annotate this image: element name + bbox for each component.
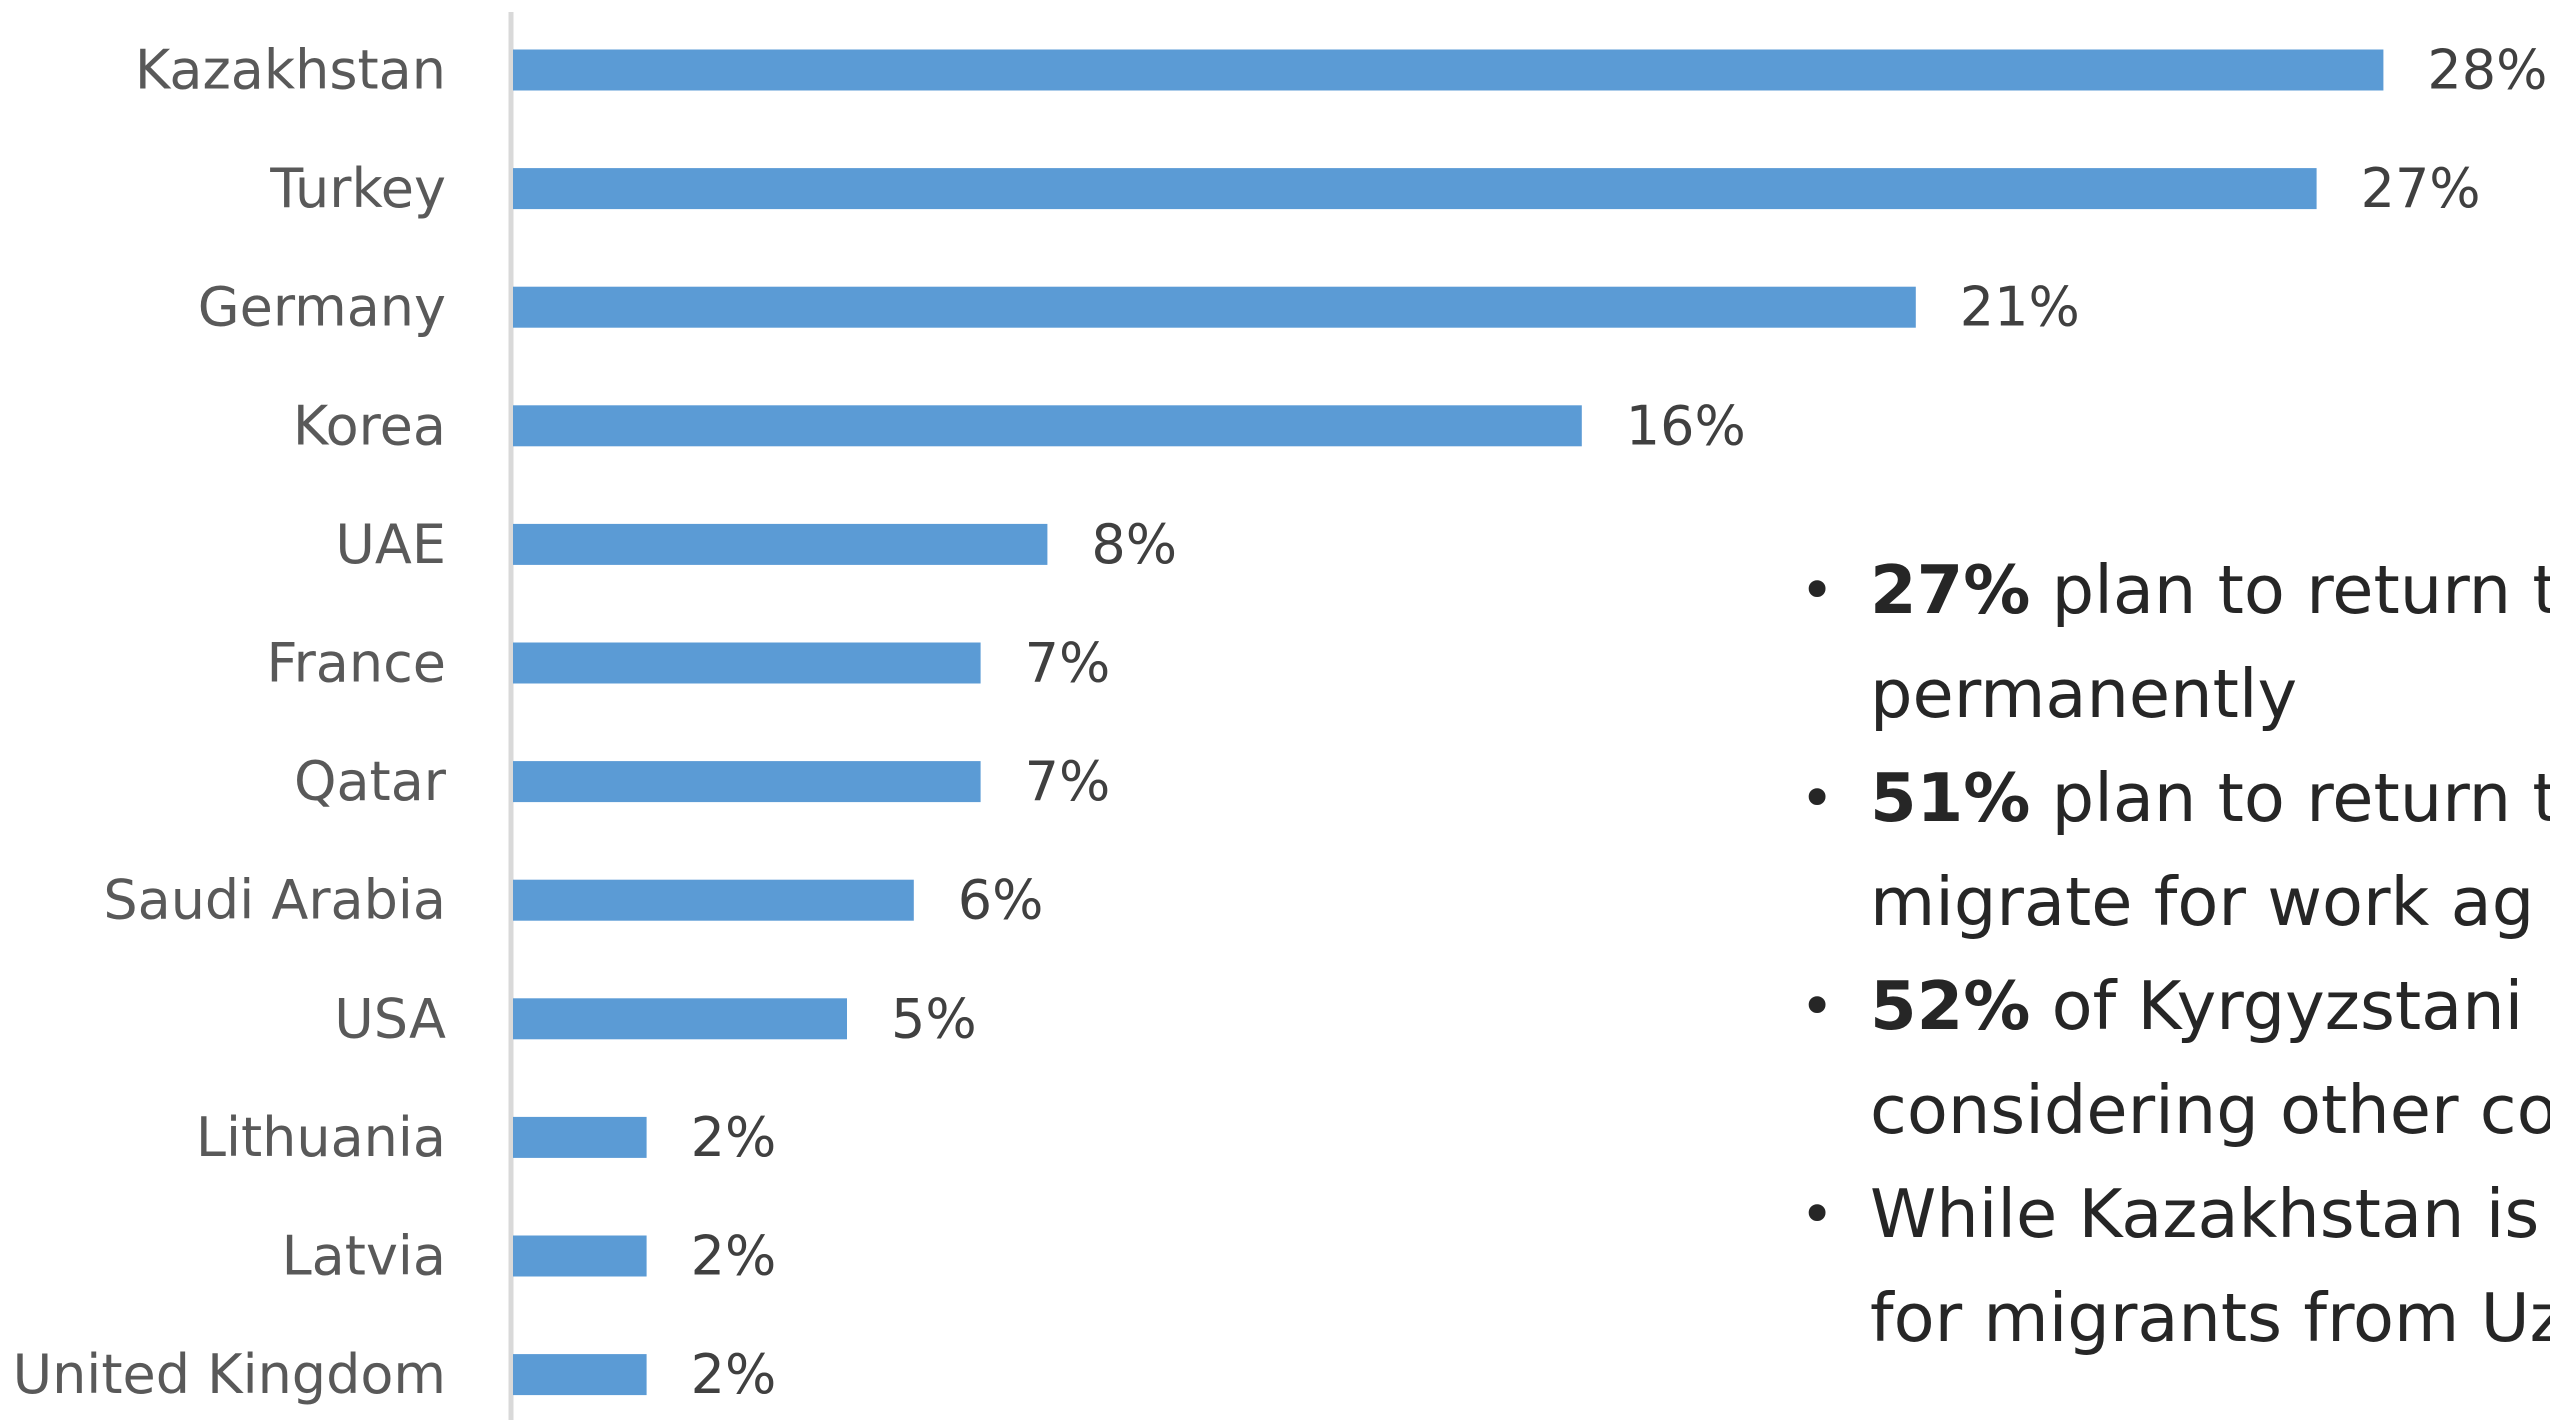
bars [513, 49, 2384, 1396]
bullet-item: 27% plan to return t permanently [1800, 538, 2550, 746]
bar [513, 998, 847, 1040]
bar [513, 286, 1916, 328]
category-label: Qatar [294, 750, 447, 813]
bullet-continuation: considering other co [1870, 1071, 2550, 1149]
value-label: 7% [1025, 632, 1111, 695]
value-label: 2% [691, 1343, 777, 1406]
bullet-highlight: 51% [1870, 759, 2031, 837]
value-label: 7% [1025, 750, 1111, 813]
category-label: Korea [293, 394, 446, 457]
bullet-item: 52% of Kyrgyzstani considering other co [1800, 954, 2550, 1162]
bullet-text: of Kyrgyzstani [2030, 967, 2524, 1045]
category-label: United Kingdom [13, 1343, 446, 1406]
bullet-text: plan to return t [2030, 551, 2550, 629]
category-label: UAE [335, 513, 446, 576]
bar [513, 1354, 647, 1396]
bar [513, 168, 2317, 210]
value-label: 6% [958, 869, 1044, 932]
value-label: 8% [1091, 513, 1177, 576]
category-labels: Kazakhstan Turkey Germany Korea UAE France Qat… [13, 39, 447, 1407]
bar [513, 642, 981, 684]
bullet-continuation: permanently [1870, 655, 2298, 733]
value-label: 16% [1626, 394, 1746, 457]
bar [513, 761, 981, 803]
bullet-text: While Kazakhstan is [1870, 1175, 2540, 1253]
bullet-item: 51% plan to return t migrate for work ag [1800, 746, 2550, 954]
bar [513, 523, 1048, 565]
category-label: Kazakhstan [135, 39, 446, 102]
value-labels: 28% 27% 21% 16% 8% 7% 7% 6% 5% 2% 2% 2% [691, 39, 2548, 1407]
value-label: 27% [2361, 157, 2481, 220]
key-findings-list: 27% plan to return t permanently 51% pla… [1800, 538, 2550, 1370]
category-label: Germany [198, 276, 446, 339]
category-label: Saudi Arabia [103, 869, 446, 932]
bar [513, 1116, 647, 1158]
category-label: France [266, 632, 446, 695]
value-label: 5% [891, 987, 977, 1050]
bullet-highlight: 27% [1870, 551, 2031, 629]
value-label: 2% [691, 1106, 777, 1169]
bar [513, 405, 1582, 447]
bullet-highlight: 52% [1870, 967, 2031, 1045]
bullet-continuation: for migrants from Uz [1870, 1279, 2550, 1357]
bar [513, 49, 2384, 91]
category-label: Latvia [282, 1225, 446, 1288]
category-label: USA [334, 987, 446, 1050]
bullet-continuation: migrate for work ag [1870, 863, 2535, 941]
bar [513, 879, 914, 921]
bar [513, 1235, 647, 1277]
category-label: Turkey [269, 157, 446, 220]
value-label: 21% [1960, 276, 2080, 339]
bullet-text: plan to return t [2030, 759, 2550, 837]
category-label: Lithuania [196, 1106, 446, 1169]
value-label: 28% [2427, 39, 2547, 102]
bullet-item: While Kazakhstan is for migrants from Uz [1800, 1162, 2550, 1370]
value-label: 2% [691, 1225, 777, 1288]
